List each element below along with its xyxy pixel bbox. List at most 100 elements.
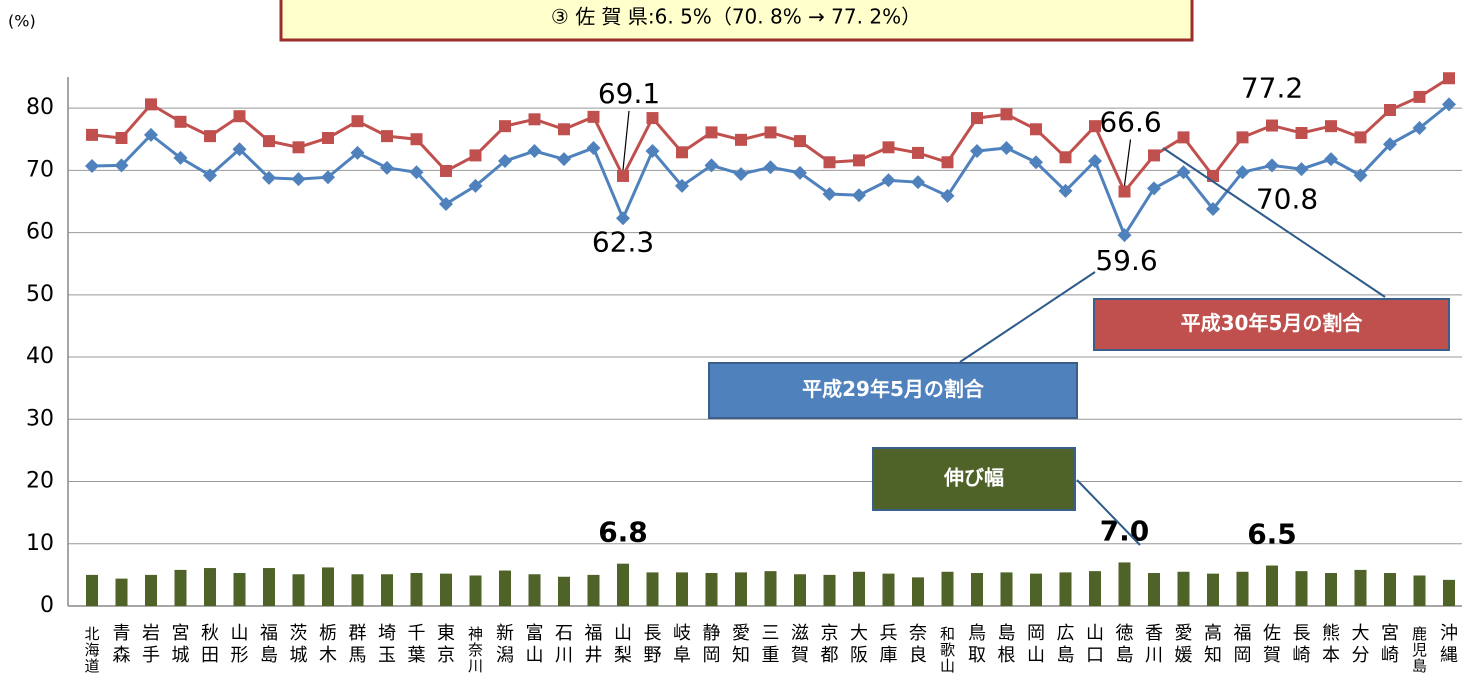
marker — [1176, 165, 1191, 180]
y-tick-label: 30 — [26, 406, 54, 431]
bar — [558, 576, 570, 606]
bar — [292, 574, 305, 606]
y-tick-label: 60 — [26, 220, 54, 245]
bar — [410, 573, 423, 606]
x-tick-label: 和歌山 — [940, 625, 955, 675]
x-tick-label: 福井 — [585, 623, 603, 666]
bar — [1148, 573, 1160, 606]
bar — [1030, 573, 1042, 606]
value-label: 77.2 — [1241, 72, 1303, 105]
x-tick-label: 栃木 — [319, 623, 337, 666]
marker — [232, 142, 247, 157]
marker — [381, 130, 393, 143]
marker — [1324, 152, 1338, 167]
x-tick-label: 東京 — [437, 623, 455, 666]
x-tick-label: 徳島 — [1116, 623, 1134, 666]
y-tick-label: 50 — [26, 282, 54, 307]
marker — [115, 131, 128, 144]
marker — [1294, 162, 1309, 177]
marker — [1000, 108, 1013, 121]
leader-line — [622, 110, 630, 171]
legend-box — [1093, 298, 1450, 351]
bar — [735, 572, 747, 606]
bar — [1000, 572, 1013, 606]
marker — [291, 172, 306, 187]
marker — [322, 131, 334, 144]
connector — [1076, 479, 1141, 546]
marker — [350, 145, 365, 160]
marker — [940, 188, 955, 203]
x-tick-label: 秋田 — [201, 623, 219, 666]
x-tick-label: 福岡 — [1234, 623, 1252, 666]
x-tick-label: 長崎 — [1293, 623, 1311, 666]
marker — [881, 173, 896, 188]
marker — [794, 135, 806, 148]
marker — [941, 156, 954, 169]
marker — [1030, 123, 1042, 136]
marker — [114, 158, 129, 173]
bar — [1089, 571, 1101, 606]
marker — [852, 188, 866, 203]
value-label: 6.5 — [1247, 518, 1297, 551]
bar — [1059, 572, 1072, 606]
x-tick-label: 埼玉 — [378, 623, 396, 666]
x-tick-label: 広島 — [1057, 623, 1075, 666]
marker — [646, 112, 659, 125]
bar — [941, 571, 954, 606]
x-tick-label: 奈良 — [909, 623, 927, 666]
bar — [1236, 571, 1249, 606]
x-tick-label: 富山 — [526, 623, 544, 666]
marker — [204, 130, 216, 143]
marker — [557, 152, 571, 167]
bar — [1384, 573, 1396, 606]
legend-box — [708, 362, 1078, 419]
marker — [468, 178, 483, 193]
marker — [793, 165, 807, 180]
bar — [381, 574, 393, 606]
value-label: 7.0 — [1100, 514, 1150, 547]
bar — [351, 574, 364, 606]
x-tick-label: 滋賀 — [791, 623, 809, 666]
marker — [1117, 228, 1132, 243]
x-tick-label: 愛媛 — [1175, 623, 1193, 666]
marker — [1383, 137, 1397, 152]
y-axis-label: (%) — [8, 12, 36, 31]
x-tick-label: 宮城 — [172, 623, 190, 666]
marker — [764, 126, 777, 139]
x-tick-label: 福島 — [260, 623, 278, 666]
marker — [822, 187, 837, 202]
bar — [469, 575, 482, 606]
marker — [735, 133, 747, 146]
marker — [321, 170, 335, 185]
marker — [1089, 120, 1101, 133]
bar — [705, 573, 718, 606]
marker — [233, 110, 246, 123]
bar — [174, 569, 187, 606]
bar — [1177, 571, 1190, 606]
x-tick-label: 山形 — [231, 623, 249, 666]
y-tick-label: 40 — [26, 344, 54, 369]
y-tick-label: 80 — [26, 95, 54, 120]
marker — [1118, 185, 1131, 198]
marker — [734, 167, 748, 182]
bar — [204, 568, 216, 606]
x-tick-label: 新潟 — [496, 623, 514, 666]
x-tick-label: 京都 — [821, 623, 839, 666]
value-label: 69.1 — [598, 77, 660, 110]
bar — [233, 573, 246, 606]
bar — [145, 574, 157, 606]
marker — [1413, 90, 1426, 103]
marker — [173, 150, 188, 165]
x-tick-label: 熊本 — [1322, 623, 1340, 666]
marker — [263, 135, 275, 148]
connector — [959, 271, 1096, 363]
marker — [527, 144, 542, 159]
bar — [912, 577, 924, 606]
marker — [1295, 127, 1308, 140]
bar — [263, 568, 275, 606]
marker — [1235, 165, 1250, 180]
marker — [1177, 131, 1190, 144]
marker — [1236, 131, 1249, 144]
bar — [322, 567, 334, 606]
